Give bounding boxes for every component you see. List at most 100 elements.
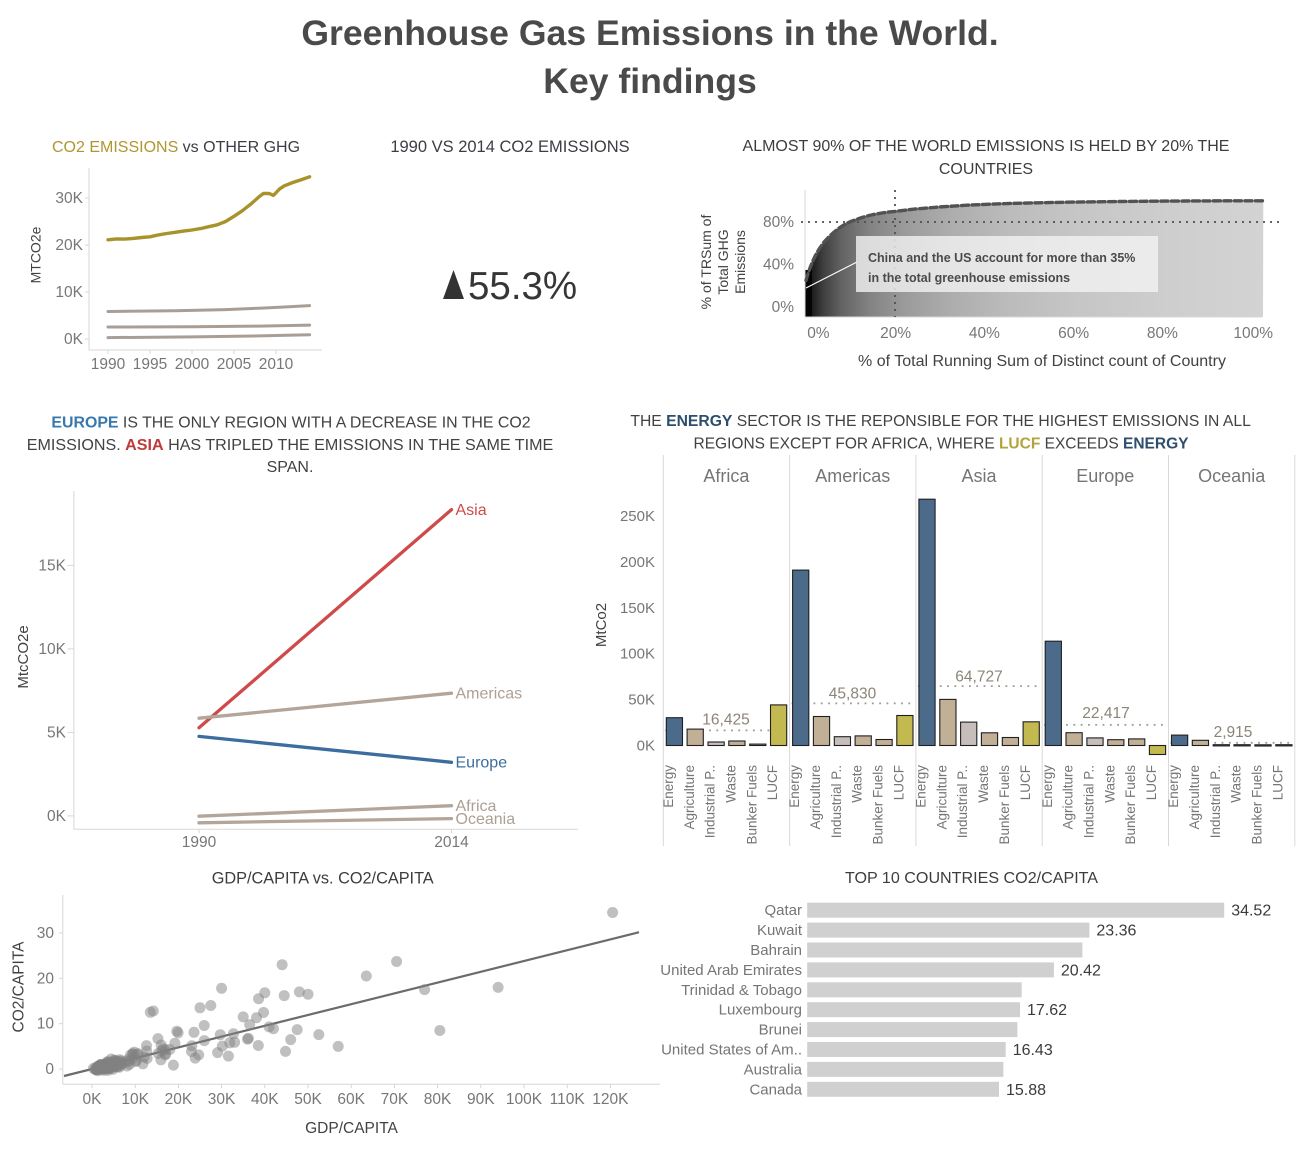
svg-text:COUNTRIES: COUNTRIES [939, 161, 1033, 178]
svg-text:Emissions: Emissions [732, 230, 748, 294]
svg-text:100K: 100K [620, 646, 655, 663]
svg-text:Oceania: Oceania [456, 811, 516, 828]
svg-text:Waste: Waste [850, 765, 865, 803]
svg-text:110K: 110K [550, 1091, 586, 1108]
svg-text:1995: 1995 [133, 356, 167, 373]
svg-text:10: 10 [37, 1016, 55, 1033]
svg-text:Americas: Americas [456, 686, 523, 703]
svg-text:Qatar: Qatar [764, 902, 802, 919]
svg-text:Kuwait: Kuwait [757, 922, 803, 939]
svg-text:LUCF: LUCF [1018, 765, 1033, 800]
svg-text:Asia: Asia [961, 466, 997, 486]
svg-text:2014: 2014 [434, 834, 469, 851]
svg-text:MTCO2e: MTCO2e [28, 226, 44, 283]
svg-text:Agriculture: Agriculture [1061, 765, 1076, 830]
svg-text:Greenhouse Gas Emissions in th: Greenhouse Gas Emissions in the World. [301, 13, 998, 53]
svg-text:CO2 EMISSIONS vs OTHER GHG: CO2 EMISSIONS vs OTHER GHG [52, 139, 300, 156]
svg-text:Industrial P..: Industrial P.. [1082, 765, 1097, 838]
svg-text:Trinidad & Tobago: Trinidad & Tobago [681, 982, 802, 999]
svg-text:Energy: Energy [787, 765, 802, 808]
svg-text:Industrial P..: Industrial P.. [703, 765, 718, 838]
svg-text:20%: 20% [880, 325, 911, 342]
svg-text:CO2/CAPITA: CO2/CAPITA [11, 941, 28, 1033]
svg-text:SPAN.: SPAN. [267, 459, 314, 476]
svg-text:United Arab Emirates: United Arab Emirates [660, 962, 802, 979]
svg-text:20K: 20K [55, 237, 83, 254]
svg-text:Waste: Waste [1102, 765, 1117, 803]
svg-text:20K: 20K [165, 1091, 193, 1108]
svg-text:1990 VS 2014 CO2 EMISSIONS: 1990 VS 2014 CO2 EMISSIONS [390, 138, 629, 156]
svg-text:80%: 80% [763, 214, 794, 231]
svg-text:Europe: Europe [456, 755, 508, 772]
svg-text:22,417: 22,417 [1082, 705, 1129, 722]
svg-text:60%: 60% [1058, 325, 1089, 342]
svg-text:LUCF: LUCF [891, 765, 906, 800]
svg-text:MtcCO2e: MtcCO2e [15, 625, 32, 688]
svg-text:2000: 2000 [175, 356, 210, 373]
svg-text:34.52: 34.52 [1231, 903, 1271, 920]
svg-text:40%: 40% [763, 257, 794, 274]
svg-text:Industrial P..: Industrial P.. [1208, 765, 1223, 838]
svg-text:1990: 1990 [91, 356, 126, 373]
svg-text:Bahrain: Bahrain [750, 942, 802, 959]
svg-text:45,830: 45,830 [829, 686, 877, 703]
svg-text:Agriculture: Agriculture [682, 765, 697, 830]
svg-text:TOP 10 COUNTRIES CO2/CAPITA: TOP 10 COUNTRIES CO2/CAPITA [845, 869, 1098, 887]
svg-text:40%: 40% [969, 325, 1000, 342]
svg-text:0%: 0% [807, 325, 830, 342]
svg-text:0%: 0% [772, 299, 795, 316]
svg-text:30: 30 [37, 925, 55, 942]
svg-text:15K: 15K [38, 557, 66, 574]
svg-text:Luxembourg: Luxembourg [719, 1002, 802, 1019]
svg-text:200K: 200K [620, 554, 655, 571]
svg-text:Waste: Waste [976, 765, 991, 803]
svg-text:Bunker Fuels: Bunker Fuels [1250, 765, 1265, 845]
svg-text:Energy: Energy [914, 765, 929, 808]
svg-text:5K: 5K [47, 724, 67, 741]
svg-text:Waste: Waste [723, 765, 738, 803]
svg-text:Bunker Fuels: Bunker Fuels [744, 765, 759, 845]
svg-text:Agriculture: Agriculture [1187, 765, 1202, 830]
svg-text:30K: 30K [208, 1091, 236, 1108]
svg-text:2010: 2010 [259, 356, 294, 373]
svg-text:EUROPE IS THE ONLY REGION WITH: EUROPE IS THE ONLY REGION WITH A DECREAS… [51, 415, 530, 432]
svg-text:50K: 50K [628, 692, 655, 709]
svg-text:Africa: Africa [703, 466, 750, 486]
svg-text:Bunker Fuels: Bunker Fuels [1123, 765, 1138, 845]
svg-text:100%: 100% [1233, 325, 1273, 342]
svg-text:30K: 30K [55, 190, 83, 207]
svg-text:0: 0 [45, 1061, 54, 1078]
svg-text:17.62: 17.62 [1027, 1002, 1067, 1019]
svg-text:Oceania: Oceania [1198, 466, 1266, 486]
svg-text:Energy: Energy [661, 765, 676, 808]
svg-text:ALMOST 90% OF THE WORLD EMISSI: ALMOST 90% OF THE WORLD EMISSIONS IS HEL… [743, 138, 1230, 155]
svg-text:Africa: Africa [456, 798, 497, 815]
svg-text:Bunker Fuels: Bunker Fuels [871, 765, 886, 845]
svg-text:0K: 0K [64, 331, 84, 348]
svg-text:% of TRSum of: % of TRSum of [698, 215, 714, 310]
svg-text:Europe: Europe [1076, 466, 1134, 486]
svg-text:GDP/CAPITA vs. CO2/CAPITA: GDP/CAPITA vs. CO2/CAPITA [212, 870, 434, 888]
svg-text:Asia: Asia [456, 502, 487, 519]
svg-text:Agriculture: Agriculture [808, 765, 823, 830]
svg-text:20: 20 [37, 970, 55, 987]
svg-text:10K: 10K [55, 284, 83, 301]
svg-text:0K: 0K [637, 738, 655, 755]
svg-text:Brunei: Brunei [759, 1022, 802, 1039]
svg-text:150K: 150K [620, 600, 655, 617]
svg-text:Americas: Americas [815, 466, 890, 486]
svg-text:10K: 10K [38, 641, 66, 658]
svg-text:China and the US account for m: China and the US account for more than 3… [868, 251, 1135, 265]
svg-text:Canada: Canada [749, 1081, 802, 1098]
svg-text:80K: 80K [424, 1091, 452, 1108]
svg-text:LUCF: LUCF [1270, 765, 1285, 800]
svg-text:MtCo2: MtCo2 [593, 603, 610, 647]
svg-text:20.42: 20.42 [1061, 962, 1101, 979]
svg-text:United States of Am..: United States of Am.. [661, 1042, 802, 1059]
svg-text:40K: 40K [251, 1091, 279, 1108]
svg-text:0K: 0K [47, 808, 67, 825]
svg-text:16.43: 16.43 [1013, 1042, 1053, 1059]
svg-text:LUCF: LUCF [765, 765, 780, 800]
svg-text:Energy: Energy [1040, 765, 1055, 808]
svg-text:in the total greenhouse emissi: in the total greenhouse emissions [868, 271, 1070, 285]
